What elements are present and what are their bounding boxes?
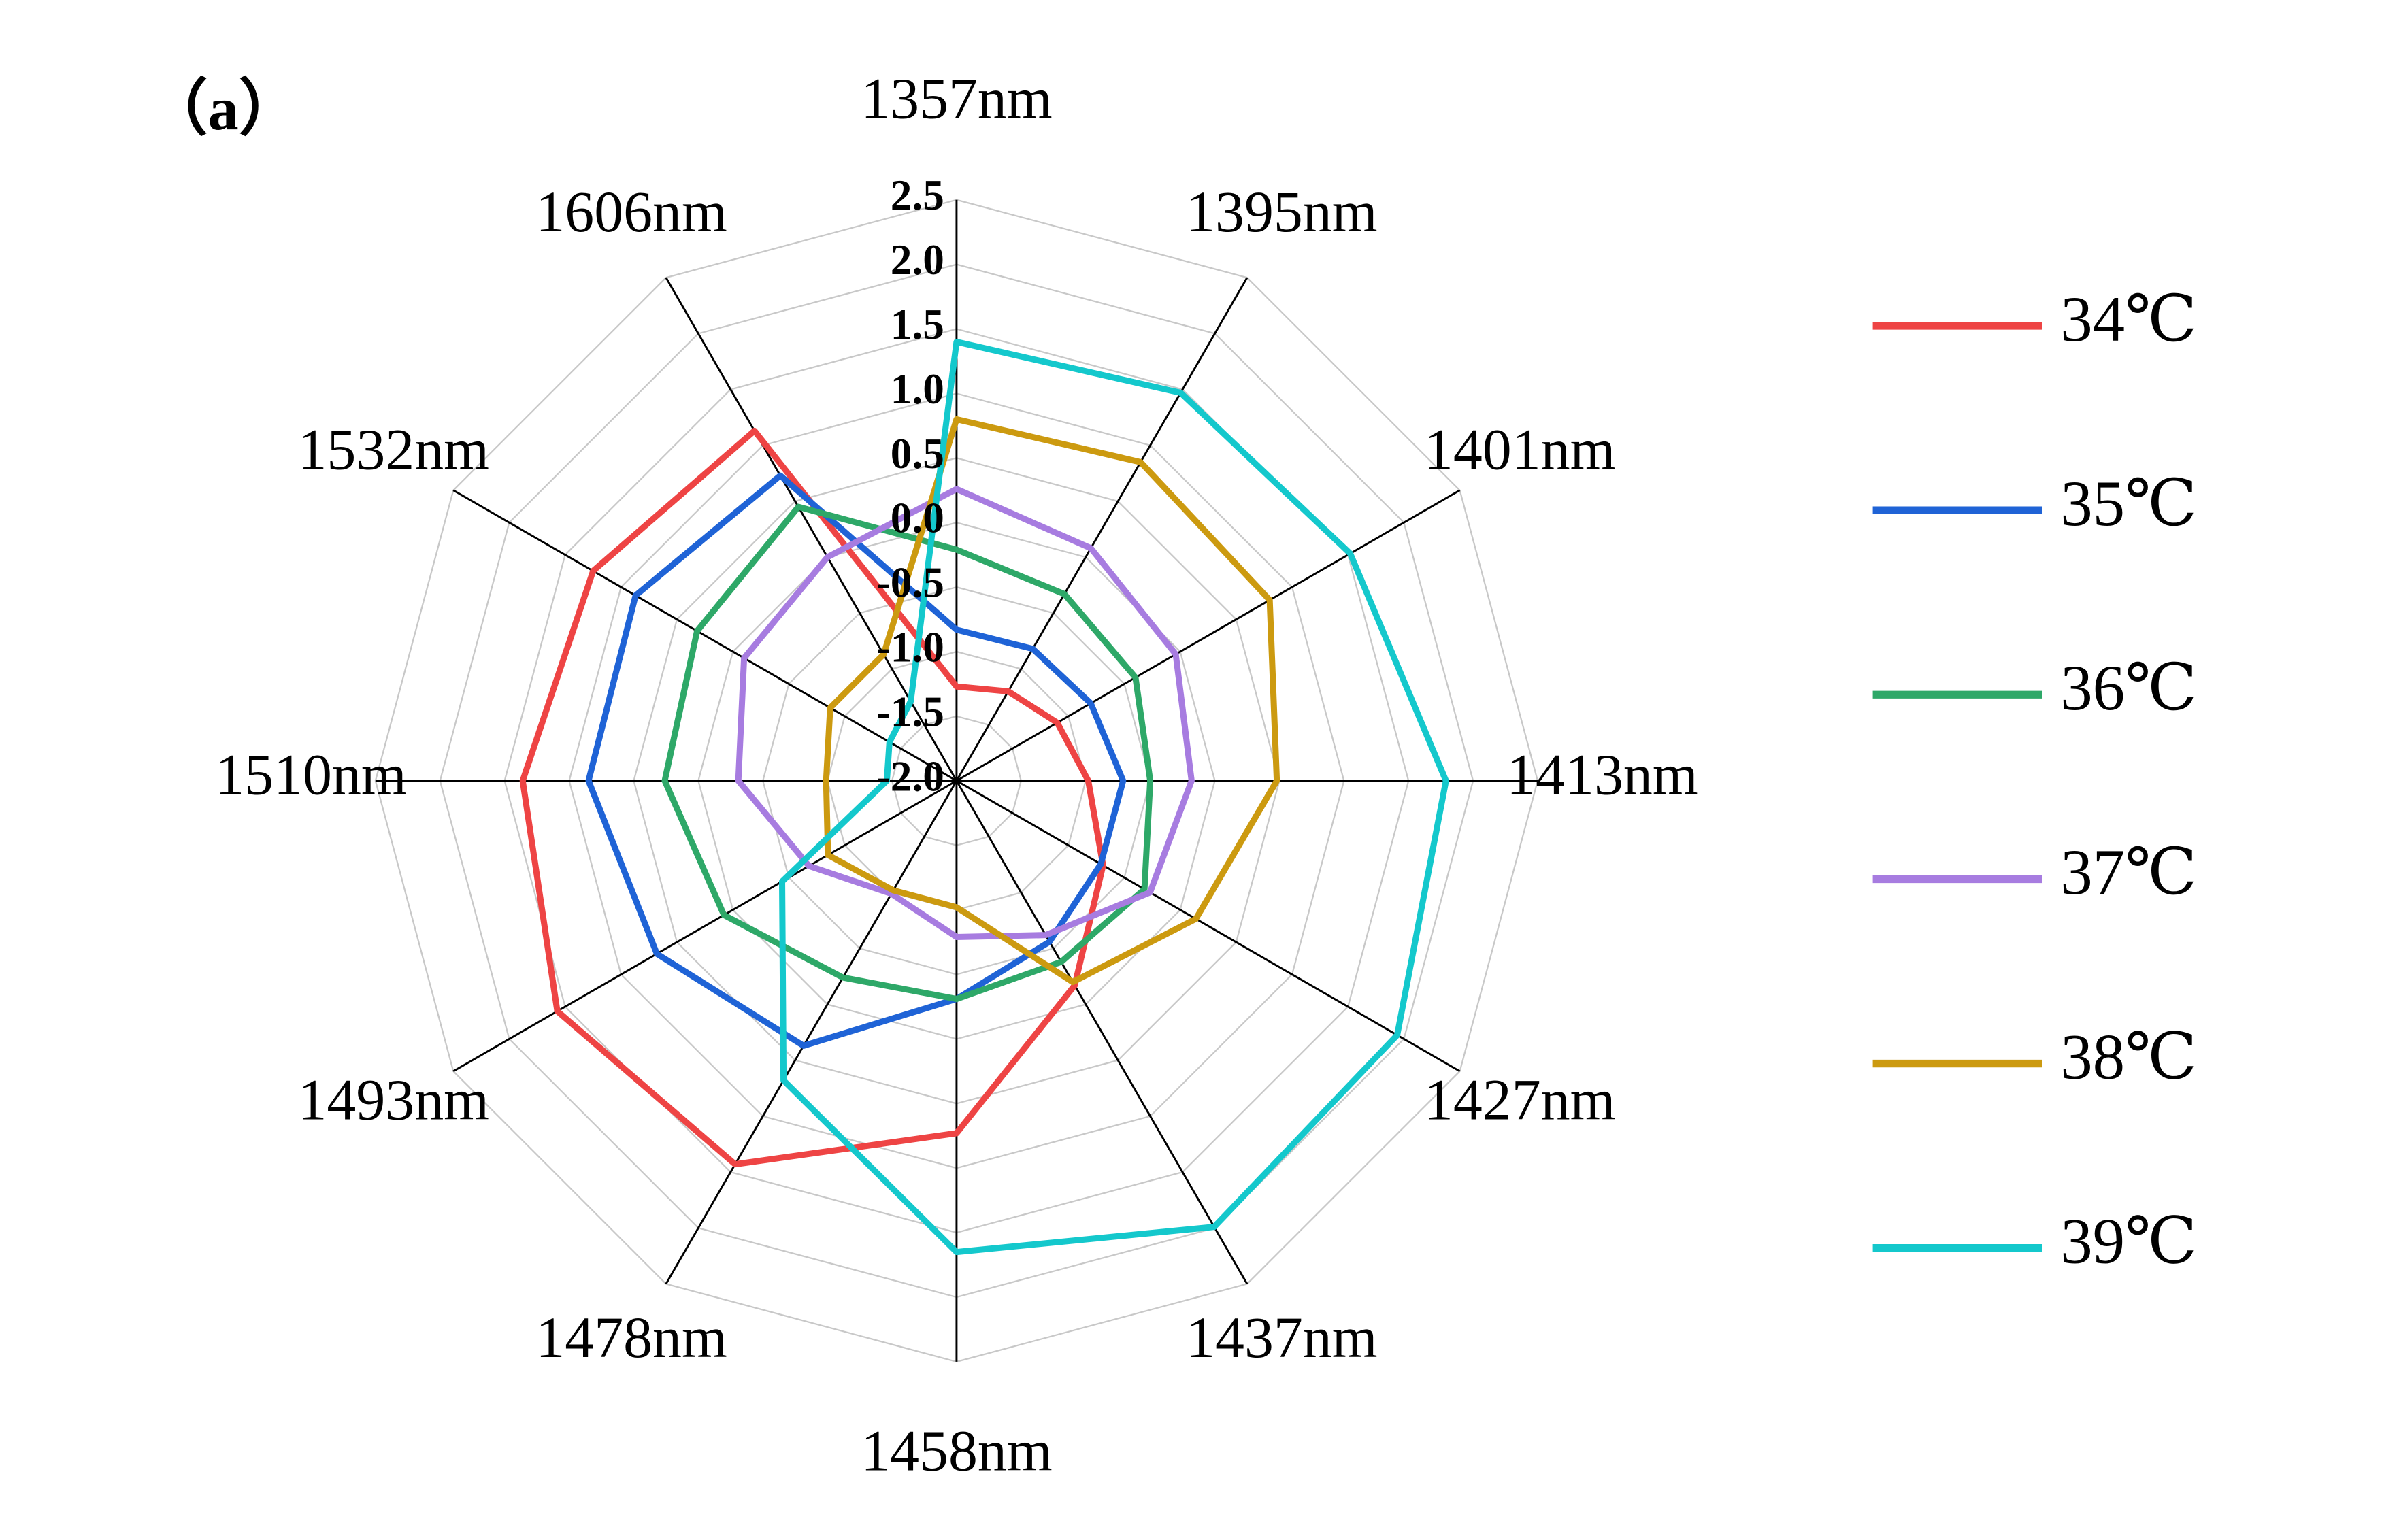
- spoke: [955, 277, 1248, 782]
- category-label: 1427nm: [1424, 1067, 1615, 1132]
- spoke: [452, 780, 957, 1073]
- category-label: 1357nm: [861, 65, 1052, 131]
- tick-label: -1.5: [876, 688, 944, 735]
- tick-label: 1.5: [891, 301, 944, 348]
- series-line: [778, 338, 1449, 1256]
- category-label: 1458nm: [861, 1418, 1052, 1484]
- legend-label: 38℃: [2060, 1020, 2197, 1092]
- spoke: [665, 277, 958, 782]
- spoke: [955, 780, 1248, 1285]
- category-label: 1510nm: [215, 742, 406, 807]
- series-line: [519, 427, 1106, 1168]
- category-label: 1532nm: [297, 417, 489, 482]
- legend-label: 36℃: [2060, 652, 2197, 724]
- legend-label: 39℃: [2060, 1205, 2197, 1277]
- spoke: [665, 780, 958, 1285]
- category-label: 1606nm: [535, 179, 727, 244]
- tick-label: -0.5: [876, 559, 944, 607]
- category-label: 1437nm: [1186, 1305, 1377, 1370]
- spoke: [956, 489, 1461, 782]
- series-line: [661, 503, 1154, 1003]
- tick-label: -2.0: [876, 752, 944, 800]
- category-label: 1395nm: [1186, 179, 1377, 244]
- spoke: [452, 489, 957, 782]
- tick-label: -1.0: [876, 624, 944, 671]
- labels: 1357nm 1395nm 1401nm 1413nm 1427nm 1437nm 1458…: [215, 65, 1698, 1483]
- category-label: 1401nm: [1424, 417, 1615, 482]
- series-line: [823, 416, 1280, 986]
- legend-label: 37℃: [2060, 836, 2197, 908]
- legend-label: 34℃: [2060, 283, 2197, 355]
- series-line: [735, 486, 1195, 940]
- spokes: [375, 199, 1538, 1362]
- tick-label: 2.0: [891, 236, 944, 284]
- legend: 34℃ 35℃ 36℃ 37℃ 38℃ 39℃: [1872, 283, 2197, 1277]
- series-lines: [519, 338, 1449, 1256]
- category-label: 1493nm: [297, 1067, 489, 1132]
- tick-label: 1.0: [891, 365, 944, 413]
- category-label: 1478nm: [535, 1305, 727, 1370]
- tick-label: 0.0: [891, 495, 944, 542]
- category-label: 1413nm: [1506, 742, 1698, 807]
- spoke: [956, 780, 1461, 1073]
- legend-label: 35℃: [2060, 467, 2197, 539]
- tick-label: 2.5: [891, 171, 944, 219]
- tick-label: 0.5: [891, 430, 944, 478]
- chart-title: （a）: [146, 74, 300, 143]
